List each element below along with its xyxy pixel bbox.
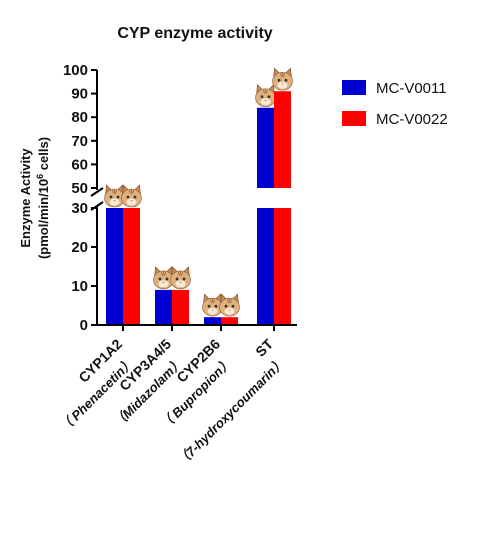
y-tick-label-0: 0 <box>80 317 88 334</box>
cat-face-icon <box>272 67 293 91</box>
axis-break-mark-upper <box>90 187 104 197</box>
y-tick-label-80: 80 <box>71 109 88 126</box>
y-axis-label-line2: (pmol/min/106 cells) <box>35 137 51 259</box>
y-tick-label-20: 20 <box>71 239 88 256</box>
bar-upper-st-mc-v0022 <box>274 91 291 188</box>
y-tick-label-60: 60 <box>71 156 88 173</box>
x-tick-label-st: ST <box>252 335 276 359</box>
y-axis-label-line1: Enzyme Activity <box>18 148 33 248</box>
bar-cyp3a4-5-mc-v0011 <box>155 289 172 325</box>
bar-cyp2b6-mc-v0011 <box>204 317 221 325</box>
y-tick-label-90: 90 <box>71 86 88 103</box>
cat-face-icon <box>219 293 240 317</box>
bar-cyp2b6-mc-v0022 <box>221 317 238 325</box>
y-tick-label-50: 50 <box>71 180 88 197</box>
y-tick-label-70: 70 <box>71 133 88 150</box>
bar-cyp1a2-mc-v0011 <box>106 208 123 325</box>
legend-label-mc-v0011: MC-V0011 <box>376 80 447 97</box>
legend: MC-V0011 MC-V0022 <box>342 80 448 128</box>
bar-lower-st-mc-v0022 <box>274 208 291 325</box>
bar-upper-st-mc-v0011 <box>257 107 274 188</box>
legend-swatch-mc-v0011 <box>342 80 366 95</box>
cat-face-icon <box>255 84 276 108</box>
cat-face-icon <box>104 184 125 208</box>
y-tick-label-10: 10 <box>71 278 88 295</box>
y-tick-label-100: 100 <box>63 62 88 79</box>
bar-cyp1a2-mc-v0022 <box>123 208 140 325</box>
cat-face-icon <box>153 266 174 290</box>
legend-swatch-mc-v0022 <box>342 111 366 126</box>
cat-face-icon <box>202 293 223 317</box>
y-axis-label: Enzyme Activity (pmol/min/106 cells) <box>18 137 51 259</box>
legend-label-mc-v0022: MC-V0022 <box>376 111 448 128</box>
bar-cyp3a4-5-mc-v0022 <box>172 289 189 325</box>
y-tick-label-30: 30 <box>71 200 88 217</box>
cat-face-icon <box>170 266 191 290</box>
bar-lower-st-mc-v0011 <box>257 208 274 325</box>
cat-face-icon <box>121 184 142 208</box>
chart-title: CYP enzyme activity <box>117 25 272 42</box>
